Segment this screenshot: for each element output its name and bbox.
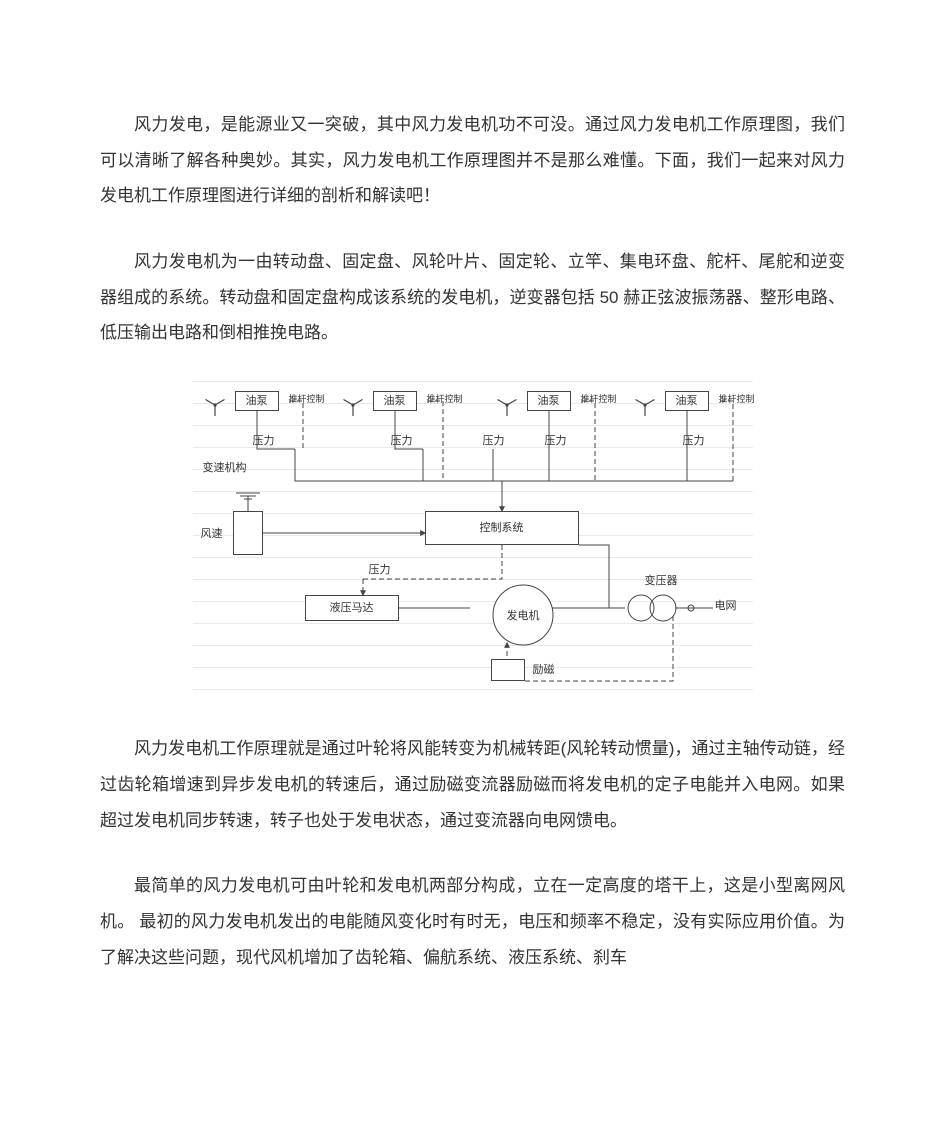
node-pump2: 油泵: [373, 391, 417, 411]
wind-turbine-diagram: 发电机 油泵推杆控制油泵推杆控制油泵推杆控制油泵推杆控制压力压力压力压力压力变速…: [193, 381, 753, 701]
label-pres1: 压力: [253, 436, 275, 447]
label-excite_lbl: 励磁: [533, 665, 555, 676]
paragraph-1: 风力发电，是能源业又一突破，其中风力发电机功不可没。通过风力发电机工作原理图，我…: [100, 107, 845, 214]
node-pump3: 油泵: [527, 391, 571, 411]
node-control: 控制系统: [425, 511, 579, 545]
paragraph-4: 最简单的风力发电机可由叶轮和发电机两部分构成，立在一定高度的塔干上，这是小型离网…: [100, 868, 845, 975]
fan-icon: [635, 400, 654, 417]
node-pump4: 油泵: [665, 391, 709, 411]
label-gearbox: 变速机构: [203, 463, 247, 474]
label-pres4: 压力: [545, 436, 567, 447]
node-windbox: [233, 511, 263, 555]
label-generator: 发电机: [506, 608, 539, 622]
edge: [579, 545, 609, 608]
node-hydraulic: 液压马达: [305, 595, 399, 621]
fan-icon: [343, 400, 362, 417]
label-brake2: 推杆控制: [427, 395, 463, 404]
label-wind_lbl: 风速: [201, 529, 223, 540]
label-brake1: 推杆控制: [289, 395, 325, 404]
edge: [719, 401, 733, 481]
label-pres3: 压力: [483, 436, 505, 447]
label-pres5: 压力: [683, 436, 705, 447]
label-brake4: 推杆控制: [719, 395, 755, 404]
node-excite_box: [491, 659, 525, 681]
paragraph-3: 风力发电机工作原理就是通过叶轮将风能转变为机械转距(风轮转动惯量)，通过主轴传动…: [100, 731, 845, 838]
label-pres2: 压力: [391, 436, 413, 447]
edge: [289, 401, 303, 449]
edge: [581, 401, 595, 481]
label-pres6: 压力: [369, 565, 391, 576]
node-pump1: 油泵: [235, 391, 279, 411]
transformer-icon: [628, 595, 694, 621]
edge: [295, 449, 733, 481]
fan-icon: [497, 400, 516, 417]
label-grid_lbl: 电网: [715, 601, 737, 612]
document-page: 风力发电，是能源业又一突破，其中风力发电机功不可没。通过风力发电机工作原理图，我…: [0, 0, 945, 1123]
paragraph-2: 风力发电机为一由转动盘、固定盘、风轮叶片、固定轮、立竿、集电环盘、舵杆、尾舵和逆…: [100, 244, 845, 351]
edge: [427, 401, 443, 481]
fan-icon: [205, 400, 224, 417]
label-trans_lbl: 变压器: [645, 576, 678, 587]
label-brake3: 推杆控制: [581, 395, 617, 404]
